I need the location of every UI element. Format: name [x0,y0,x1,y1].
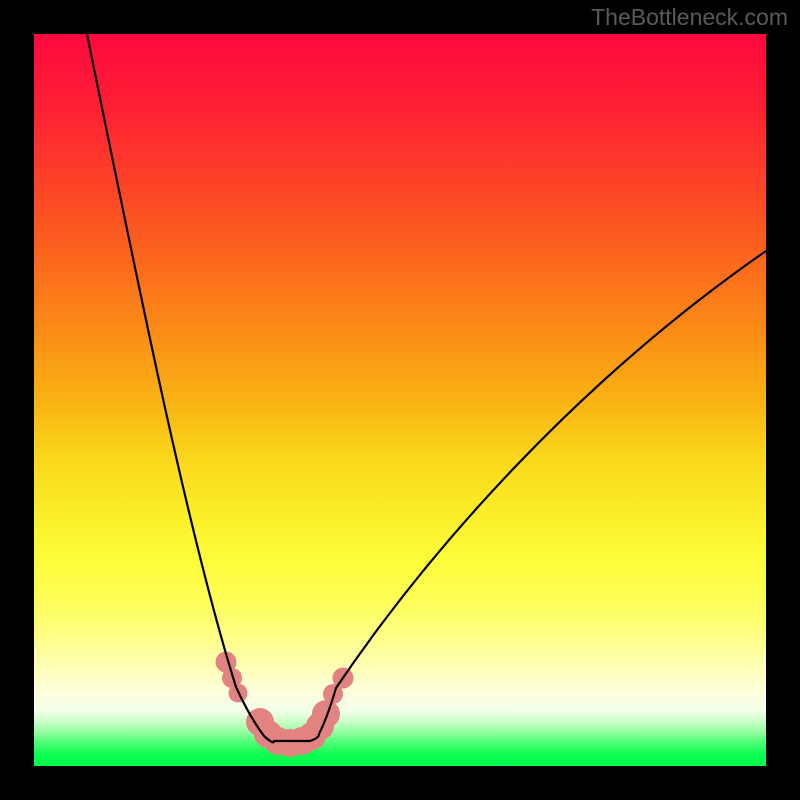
chart-container: TheBottleneck.com [0,0,800,800]
gradient-plot-area [34,34,766,766]
bottleneck-curve-chart [0,0,800,800]
